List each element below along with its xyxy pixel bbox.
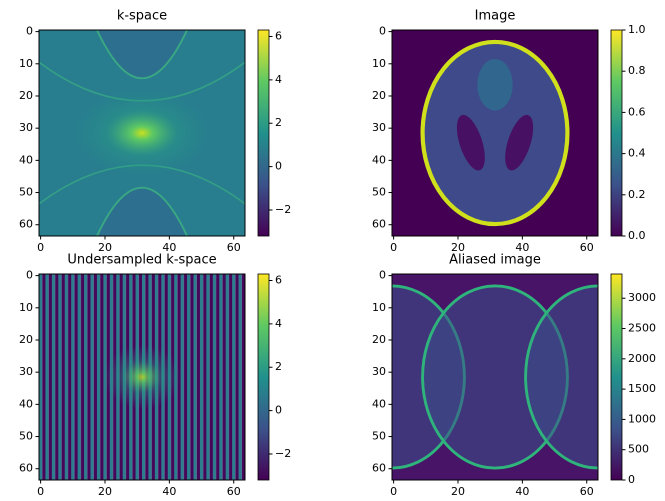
colorbar-tick-label: 3000 <box>628 291 656 304</box>
x-tick-label: 20 <box>451 485 465 498</box>
x-tick-label: 40 <box>515 241 529 254</box>
colorbar-tick-label: 4 <box>275 73 282 86</box>
y-tick-label: 40 <box>372 397 386 410</box>
y-tick-label: 0 <box>379 25 386 38</box>
colorbar-tick-label: −2 <box>275 203 291 216</box>
colorbar-tick-label: 2 <box>275 116 282 129</box>
y-tick-label: 30 <box>19 121 33 134</box>
axes-frame <box>391 29 599 237</box>
panel-title: Image <box>475 9 516 24</box>
colorbar-tick-label: 0.4 <box>628 147 646 160</box>
colorbar-tick-label: 0 <box>628 473 635 486</box>
colorbar-tick-label: 2500 <box>628 322 656 335</box>
x-tick-label: 0 <box>37 485 44 498</box>
y-tick-label: 50 <box>372 186 386 199</box>
y-tick-label: 60 <box>372 218 386 231</box>
y-tick-label: 60 <box>372 462 386 475</box>
y-tick-label: 30 <box>372 121 386 134</box>
colorbar-tick-label: 2 <box>275 360 282 373</box>
x-tick-label: 20 <box>451 241 465 254</box>
y-tick-label: 40 <box>19 397 33 410</box>
panel-title: Undersampled k-space <box>67 253 216 268</box>
x-tick-label: 0 <box>390 241 397 254</box>
y-tick-label: 50 <box>19 186 33 199</box>
colorbar <box>257 29 270 237</box>
y-tick-label: 40 <box>372 153 386 166</box>
colorbar-tick-label: 6 <box>275 274 282 287</box>
y-tick-label: 10 <box>372 57 386 70</box>
x-tick-label: 40 <box>515 485 529 498</box>
colorbar-tick-label: 0.2 <box>628 188 646 201</box>
colorbar <box>610 273 623 481</box>
image-aliased <box>392 274 598 480</box>
colorbar-tick-label: 500 <box>628 443 649 456</box>
colorbar <box>610 29 623 237</box>
colorbar-tick-label: 0.0 <box>628 229 646 242</box>
image-kspace <box>39 30 245 236</box>
colorbar-tick-label: 4 <box>275 317 282 330</box>
axes-frame <box>391 273 599 481</box>
x-tick-label: 60 <box>580 241 594 254</box>
colorbar-tick-label: 0.6 <box>628 105 646 118</box>
x-tick-label: 20 <box>98 485 112 498</box>
colorbar-tick-label: 0 <box>275 404 282 417</box>
colorbar-tick-label: 2000 <box>628 352 656 365</box>
y-tick-label: 0 <box>26 269 33 282</box>
y-tick-label: 60 <box>19 218 33 231</box>
x-tick-label: 40 <box>162 485 176 498</box>
y-tick-label: 20 <box>19 89 33 102</box>
axes-frame <box>38 273 246 481</box>
colorbar-tick-label: 1.0 <box>628 23 646 36</box>
y-tick-label: 20 <box>372 89 386 102</box>
y-tick-label: 50 <box>372 430 386 443</box>
y-tick-label: 50 <box>19 430 33 443</box>
y-tick-label: 30 <box>372 365 386 378</box>
y-tick-label: 10 <box>19 301 33 314</box>
y-tick-label: 0 <box>379 269 386 282</box>
axes-frame <box>38 29 246 237</box>
x-tick-label: 40 <box>162 241 176 254</box>
panel-title: Aliased image <box>449 253 541 268</box>
colorbar <box>257 273 270 481</box>
y-tick-label: 10 <box>19 57 33 70</box>
colorbar-tick-label: −2 <box>275 447 291 460</box>
x-tick-label: 0 <box>37 241 44 254</box>
x-tick-label: 60 <box>227 241 241 254</box>
y-tick-label: 20 <box>372 333 386 346</box>
y-tick-label: 20 <box>19 333 33 346</box>
colorbar-tick-label: 1000 <box>628 412 656 425</box>
image-undersampled <box>39 274 245 480</box>
colorbar-tick-label: 6 <box>275 30 282 43</box>
x-tick-label: 60 <box>580 485 594 498</box>
x-tick-label: 0 <box>390 485 397 498</box>
colorbar-tick-label: 0.8 <box>628 64 646 77</box>
y-tick-label: 60 <box>19 462 33 475</box>
image-phantom <box>392 30 598 236</box>
panel-title: k-space <box>117 9 167 24</box>
y-tick-label: 0 <box>26 25 33 38</box>
colorbar-tick-label: 0 <box>275 160 282 173</box>
y-tick-label: 30 <box>19 365 33 378</box>
y-tick-label: 40 <box>19 153 33 166</box>
x-tick-label: 60 <box>227 485 241 498</box>
colorbar-tick-label: 1500 <box>628 382 656 395</box>
y-tick-label: 10 <box>372 301 386 314</box>
x-tick-label: 20 <box>98 241 112 254</box>
